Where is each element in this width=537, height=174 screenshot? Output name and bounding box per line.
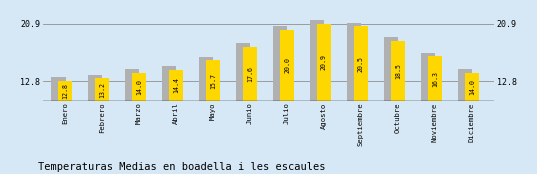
Text: 14.4: 14.4 [173, 77, 179, 93]
Bar [169, 70, 183, 101]
Text: 13.2: 13.2 [99, 82, 105, 98]
Bar [421, 53, 436, 101]
Bar [162, 66, 177, 101]
Text: 12.8: 12.8 [62, 83, 68, 99]
Text: 14.0: 14.0 [136, 79, 142, 95]
Bar [317, 23, 331, 101]
Bar [458, 69, 472, 101]
Text: 14.0: 14.0 [469, 79, 475, 95]
Bar [243, 47, 257, 101]
Text: 20.0: 20.0 [284, 57, 290, 73]
Text: Temperaturas Medias en boadella i les escaules: Temperaturas Medias en boadella i les es… [38, 162, 325, 172]
Bar [95, 78, 109, 101]
Bar [280, 30, 294, 101]
Bar [354, 26, 368, 101]
Text: 20.9: 20.9 [321, 54, 327, 70]
Bar [465, 73, 479, 101]
Bar [391, 41, 405, 101]
Text: 16.3: 16.3 [432, 71, 438, 86]
Bar [52, 77, 66, 101]
Bar [89, 75, 103, 101]
Bar [199, 57, 213, 101]
Text: 17.6: 17.6 [247, 66, 253, 82]
Bar [384, 37, 398, 101]
Bar [273, 26, 287, 101]
Text: 20.5: 20.5 [358, 56, 364, 72]
Bar [126, 69, 140, 101]
Text: 18.5: 18.5 [395, 63, 401, 79]
Bar [347, 23, 361, 101]
Bar [132, 73, 146, 101]
Bar [236, 44, 250, 101]
Bar [310, 20, 324, 101]
Bar [428, 56, 442, 101]
Bar [58, 81, 72, 101]
Bar [206, 60, 220, 101]
Text: 15.7: 15.7 [210, 73, 216, 89]
